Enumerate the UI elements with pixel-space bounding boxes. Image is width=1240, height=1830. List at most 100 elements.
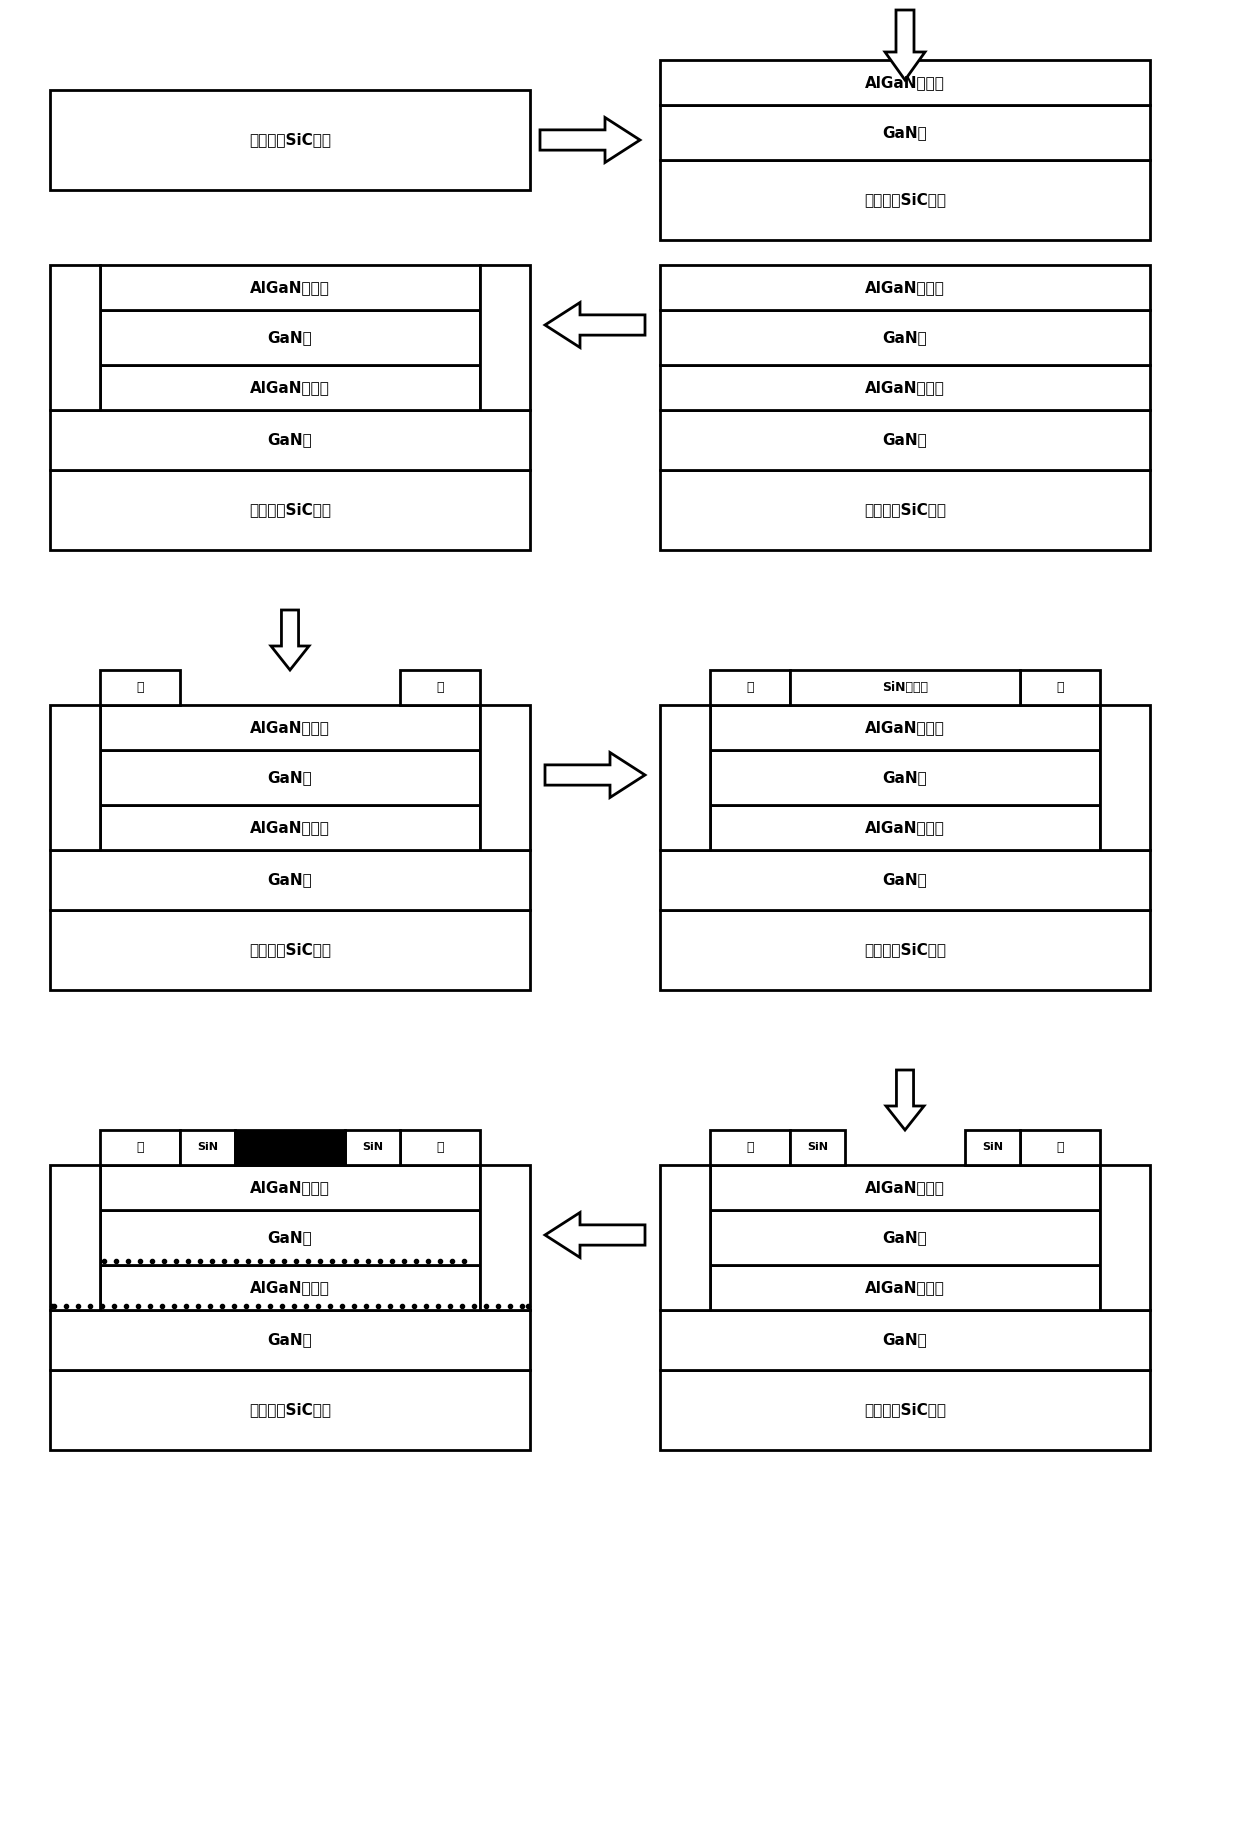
- Bar: [401, 1129, 480, 1166]
- Text: 源: 源: [746, 1140, 754, 1155]
- Text: GaN层: GaN层: [883, 432, 928, 448]
- Bar: [100, 670, 180, 705]
- Bar: [50, 470, 529, 551]
- Bar: [100, 1210, 480, 1265]
- Bar: [100, 1166, 480, 1210]
- Bar: [50, 705, 100, 849]
- Text: AlGaN势垒层: AlGaN势垒层: [250, 820, 330, 834]
- Text: SiN: SiN: [362, 1142, 383, 1153]
- Text: AlGaN势垒层: AlGaN势垒层: [866, 820, 945, 834]
- Bar: [50, 1371, 529, 1449]
- Text: 漏: 漏: [1056, 681, 1064, 694]
- Bar: [790, 1129, 844, 1166]
- Bar: [100, 364, 480, 410]
- Bar: [100, 1129, 180, 1166]
- Text: 蓝宝石或SiC衬底: 蓝宝石或SiC衬底: [864, 503, 946, 518]
- Bar: [50, 90, 529, 190]
- Text: GaN层: GaN层: [268, 873, 312, 888]
- Bar: [711, 805, 1100, 849]
- Text: GaN层: GaN层: [883, 1332, 928, 1347]
- Bar: [100, 705, 480, 750]
- Text: GaN层: GaN层: [883, 1230, 928, 1244]
- Bar: [711, 1210, 1100, 1265]
- Text: AlGaN势垒层: AlGaN势垒层: [250, 280, 330, 295]
- Bar: [50, 910, 529, 990]
- Bar: [790, 670, 1021, 705]
- Text: AlGaN势垒层: AlGaN势垒层: [866, 1180, 945, 1195]
- Bar: [100, 805, 480, 849]
- Text: 蓝宝石或SiC衬底: 蓝宝石或SiC衬底: [249, 1402, 331, 1418]
- Bar: [660, 410, 1149, 470]
- Bar: [50, 1166, 100, 1310]
- Bar: [660, 1166, 711, 1310]
- Bar: [660, 1310, 1149, 1371]
- Text: GaN层: GaN层: [268, 432, 312, 448]
- Bar: [180, 1129, 236, 1166]
- Text: AlGaN势垒层: AlGaN势垒层: [250, 719, 330, 736]
- Bar: [711, 1129, 790, 1166]
- Polygon shape: [546, 752, 645, 798]
- Polygon shape: [272, 609, 309, 670]
- Bar: [50, 410, 529, 470]
- Bar: [100, 309, 480, 364]
- Bar: [965, 1129, 1021, 1166]
- Text: AlGaN势垒层: AlGaN势垒层: [250, 1279, 330, 1296]
- Bar: [660, 159, 1149, 240]
- Bar: [100, 1265, 480, 1310]
- Text: GaN层: GaN层: [883, 770, 928, 785]
- Polygon shape: [546, 1213, 645, 1257]
- Text: SiN钝化层: SiN钝化层: [882, 681, 928, 694]
- Bar: [50, 1310, 529, 1371]
- Text: 蓝宝石或SiC衬底: 蓝宝石或SiC衬底: [864, 942, 946, 957]
- Text: 源: 源: [136, 1140, 144, 1155]
- Text: GaN层: GaN层: [268, 329, 312, 346]
- Bar: [660, 910, 1149, 990]
- Text: AlGaN势垒层: AlGaN势垒层: [866, 280, 945, 295]
- Bar: [660, 104, 1149, 159]
- Polygon shape: [539, 117, 640, 163]
- Text: AlGaN势垒层: AlGaN势垒层: [866, 75, 945, 90]
- Bar: [660, 849, 1149, 910]
- Bar: [236, 1129, 345, 1166]
- Polygon shape: [887, 1071, 924, 1129]
- Text: AlGaN势垒层: AlGaN势垒层: [250, 381, 330, 395]
- Text: 漏: 漏: [1056, 1140, 1064, 1155]
- Bar: [1100, 1166, 1149, 1310]
- Text: 漏: 漏: [436, 1140, 444, 1155]
- Text: GaN层: GaN层: [268, 1230, 312, 1244]
- Text: GaN层: GaN层: [883, 124, 928, 141]
- Bar: [660, 705, 711, 849]
- Text: SiN: SiN: [197, 1142, 218, 1153]
- Bar: [345, 1129, 401, 1166]
- Bar: [100, 265, 480, 309]
- Bar: [660, 364, 1149, 410]
- Bar: [1100, 705, 1149, 849]
- Bar: [711, 705, 1100, 750]
- Bar: [660, 265, 1149, 309]
- Text: 蓝宝石或SiC衬底: 蓝宝石或SiC衬底: [249, 942, 331, 957]
- Text: GaN层: GaN层: [268, 1332, 312, 1347]
- Bar: [401, 670, 480, 705]
- Bar: [480, 265, 529, 410]
- Text: SiN: SiN: [807, 1142, 828, 1153]
- Bar: [660, 309, 1149, 364]
- Text: GaN层: GaN层: [883, 329, 928, 346]
- Text: 蓝宝石或SiC衬底: 蓝宝石或SiC衬底: [864, 192, 946, 207]
- Text: GaN层: GaN层: [268, 770, 312, 785]
- Text: 漏: 漏: [436, 681, 444, 694]
- Polygon shape: [546, 302, 645, 348]
- Bar: [711, 1166, 1100, 1210]
- Text: 源: 源: [746, 681, 754, 694]
- Text: 蓝宝石或SiC衬底: 蓝宝石或SiC衬底: [864, 1402, 946, 1418]
- Text: AlGaN势垒层: AlGaN势垒层: [866, 1279, 945, 1296]
- Text: 蓝宝石或SiC衬底: 蓝宝石或SiC衬底: [249, 132, 331, 148]
- Polygon shape: [885, 9, 925, 81]
- Bar: [480, 705, 529, 849]
- Bar: [50, 265, 100, 410]
- Bar: [711, 670, 790, 705]
- Text: 源: 源: [136, 681, 144, 694]
- Bar: [1021, 1129, 1100, 1166]
- Bar: [660, 60, 1149, 104]
- Bar: [660, 1371, 1149, 1449]
- Text: AlGaN势垒层: AlGaN势垒层: [866, 381, 945, 395]
